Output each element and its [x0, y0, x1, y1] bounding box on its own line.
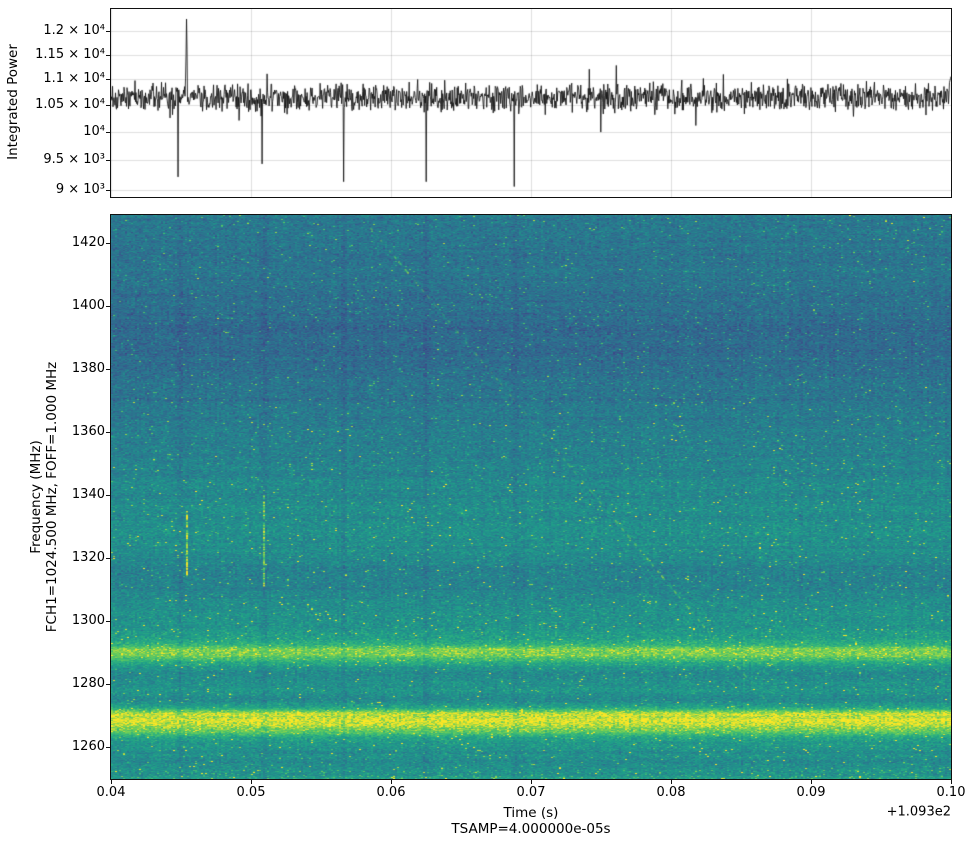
- freq-ytick-label: 1380: [71, 361, 105, 377]
- power-ytick-mark: [106, 190, 110, 191]
- time-xtick-mark: [671, 780, 672, 784]
- power-ytick-label: 9 × 10³: [55, 181, 105, 197]
- freq-ytick-mark: [106, 684, 110, 685]
- freq-ytick-label: 1360: [71, 424, 105, 440]
- freq-ytick-label: 1400: [71, 298, 105, 314]
- time-xtick-label: 0.05: [236, 785, 266, 800]
- freq-ytick-label: 1260: [71, 739, 105, 755]
- freq-ytick-mark: [106, 621, 110, 622]
- time-xtick-label: 0.07: [516, 785, 546, 800]
- power-ytick-mark: [106, 55, 110, 56]
- time-xtick-mark: [951, 780, 952, 784]
- time-xtick-mark: [391, 780, 392, 784]
- power-ytick-mark: [106, 105, 110, 106]
- power-ytick-label: 1.15 × 10⁴: [35, 46, 105, 62]
- power-ytick-mark: [106, 79, 110, 80]
- time-xtick-mark: [531, 780, 532, 784]
- freq-ytick-mark: [106, 432, 110, 433]
- power-ytick-label: 1.2 × 10⁴: [43, 23, 105, 39]
- freq-ytick-label: 1340: [71, 487, 105, 503]
- freq-ytick-label: 1320: [71, 550, 105, 566]
- power-ytick-mark: [106, 31, 110, 32]
- power-ytick-label: 10⁴: [83, 123, 105, 139]
- time-xtick-label: 0.09: [796, 785, 826, 800]
- freq-ytick-mark: [106, 243, 110, 244]
- time-xtick-label: 0.06: [376, 785, 406, 800]
- time-xtick-mark: [111, 780, 112, 784]
- time-xtick-label: 0.08: [656, 785, 686, 800]
- time-xlabel: Time (s): [503, 805, 559, 821]
- power-plot-canvas: [110, 8, 952, 198]
- power-ytick-mark: [106, 160, 110, 161]
- freq-ytick-label: 1280: [71, 676, 105, 692]
- freq-ytick-mark: [106, 495, 110, 496]
- power-ytick-label: 9.5 × 10³: [43, 151, 105, 167]
- freq-ytick-mark: [106, 306, 110, 307]
- freq-ytick-mark: [106, 747, 110, 748]
- freq-ytick-label: 1420: [71, 235, 105, 251]
- time-xtick-label: 0.04: [96, 785, 126, 800]
- spectrogram-canvas: [110, 214, 952, 780]
- time-xtick-label: 0.10: [936, 785, 966, 800]
- power-ytick-label: 1.05 × 10⁴: [35, 96, 105, 112]
- tsamp-xlabel: TSAMP=4.000000e-05s: [451, 821, 611, 837]
- time-xtick-mark: [251, 780, 252, 784]
- freq-ytick-mark: [106, 369, 110, 370]
- x-axis-offset-text: +1.093e2: [886, 804, 951, 820]
- freq-ytick-label: 1300: [71, 613, 105, 629]
- power-ytick-label: 1.1 × 10⁴: [43, 71, 105, 86]
- freq-ytick-mark: [106, 558, 110, 559]
- power-ytick-mark: [106, 132, 110, 133]
- time-xtick-mark: [811, 780, 812, 784]
